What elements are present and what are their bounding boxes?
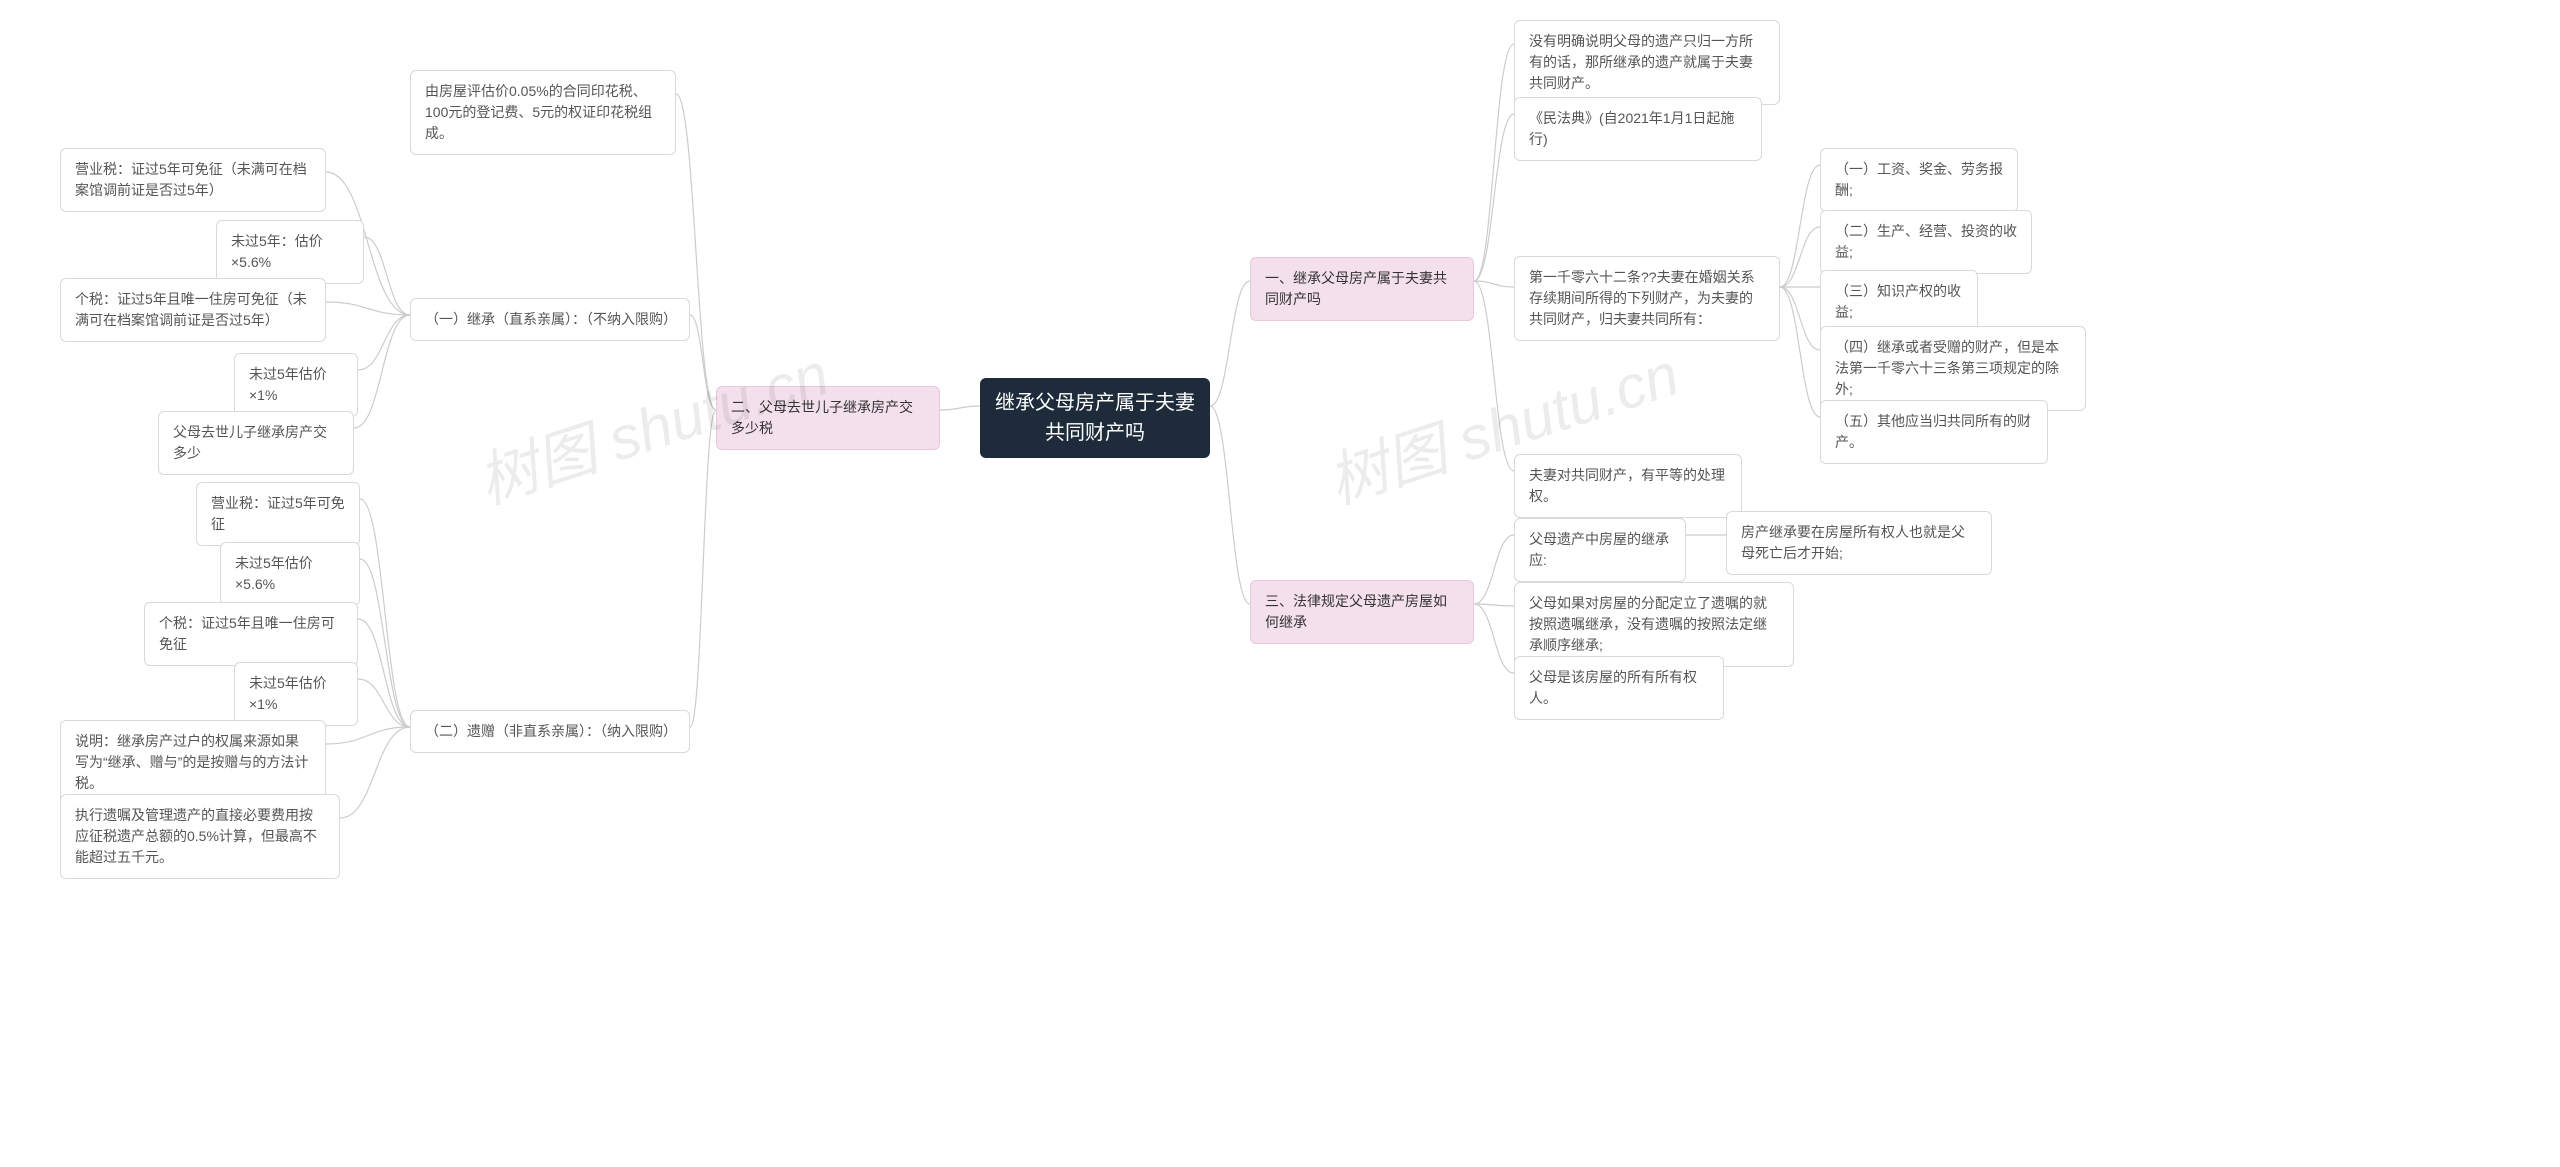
connector — [1474, 604, 1514, 673]
connector — [1474, 114, 1514, 281]
connector — [676, 94, 716, 410]
connector — [1474, 281, 1514, 287]
mindmap-node-root: 继承父母房产属于夫妻共同财产吗 — [980, 378, 1210, 458]
node-label: （一）工资、奖金、劳务报酬; — [1835, 159, 2003, 201]
node-label: 父母如果对房屋的分配定立了遗嘱的就按照遗嘱继承，没有遗嘱的按照法定继承顺序继承; — [1529, 593, 1779, 656]
mindmap-node-r3a1: 房产继承要在房屋所有权人也就是父母死亡后才开始; — [1726, 511, 1992, 575]
connector — [364, 237, 410, 315]
mindmap-node-l2c1: 营业税：证过5年可免征 — [196, 482, 360, 546]
connector — [358, 315, 410, 370]
connector — [690, 315, 716, 410]
node-label: 第一千零六十二条??夫妻在婚姻关系存续期间所得的下列财产，为夫妻的共同财产，归夫… — [1529, 267, 1765, 330]
node-label: （四）继承或者受赠的财产，但是本法第一千零六十三条第三项规定的除外; — [1835, 337, 2071, 400]
mindmap-node-r1: 一、继承父母房产属于夫妻共同财产吗 — [1250, 257, 1474, 321]
connector — [340, 727, 410, 818]
node-label: 营业税：证过5年可免征 — [211, 493, 345, 535]
node-label: （三）知识产权的收益; — [1835, 281, 1963, 323]
mindmap-node-r1d: 夫妻对共同财产，有平等的处理权。 — [1514, 454, 1742, 518]
node-label: 个税：证过5年且唯一住房可免征 — [159, 613, 343, 655]
mindmap-node-l2: 二、父母去世儿子继承房产交多少税 — [716, 386, 940, 450]
mindmap-node-l2a: 由房屋评估价0.05%的合同印花税、100元的登记费、5元的权证印花税组成。 — [410, 70, 676, 155]
mindmap-node-l2b4: 未过5年估价×1% — [234, 353, 358, 417]
connector — [326, 727, 410, 744]
node-label: 由房屋评估价0.05%的合同印花税、100元的登记费、5元的权证印花税组成。 — [425, 81, 661, 144]
mindmap-node-r1c2: （二）生产、经营、投资的收益; — [1820, 210, 2032, 274]
connector — [358, 679, 410, 727]
node-label: 说明：继承房产过户的权属来源如果写为“继承、赠与”的是按赠与的方法计税。 — [75, 731, 311, 794]
mindmap-node-r1c1: （一）工资、奖金、劳务报酬; — [1820, 148, 2018, 212]
node-label: 个税：证过5年且唯一住房可免征（未满可在档案馆调前证是否过5年） — [75, 289, 311, 331]
connector — [1474, 535, 1514, 604]
connector — [1780, 227, 1820, 287]
node-label: 继承父母房产属于夫妻共同财产吗 — [994, 388, 1196, 448]
mindmap-node-l2c4: 未过5年估价×1% — [234, 662, 358, 726]
node-label: 房产继承要在房屋所有权人也就是父母死亡后才开始; — [1741, 522, 1977, 564]
node-label: 二、父母去世儿子继承房产交多少税 — [731, 397, 925, 439]
node-label: 执行遗嘱及管理遗产的直接必要费用按应征税遗产总额的0.5%计算，但最高不能超过五… — [75, 805, 325, 868]
mindmap-node-l2c6: 执行遗嘱及管理遗产的直接必要费用按应征税遗产总额的0.5%计算，但最高不能超过五… — [60, 794, 340, 879]
node-label: （一）继承（直系亲属）：（不纳入限购） — [425, 309, 675, 330]
node-label: 父母遗产中房屋的继承应: — [1529, 529, 1671, 571]
node-label: （二）遗赠（非直系亲属）：（纳入限购） — [425, 721, 675, 742]
mindmap-node-l2b: （一）继承（直系亲属）：（不纳入限购） — [410, 298, 690, 341]
mindmap-node-r1c3: （三）知识产权的收益; — [1820, 270, 1978, 334]
mindmap-node-r1b: 《民法典》(自2021年1月1日起施行) — [1514, 97, 1762, 161]
connector — [1780, 287, 1820, 417]
node-label: 营业税：证过5年可免征（未满可在档案馆调前证是否过5年） — [75, 159, 311, 201]
mindmap-node-l2c2: 未过5年估价×5.6% — [220, 542, 360, 606]
mindmap-node-l2c3: 个税：证过5年且唯一住房可免征 — [144, 602, 358, 666]
connector — [1474, 44, 1514, 281]
connector — [360, 559, 410, 727]
connector — [1474, 281, 1514, 471]
mindmap-node-r3c: 父母是该房屋的所有所有权人。 — [1514, 656, 1724, 720]
mindmap-node-r3: 三、法律规定父母遗产房屋如何继承 — [1250, 580, 1474, 644]
connector — [1210, 281, 1250, 406]
mindmap-node-l2b5: 父母去世儿子继承房产交多少 — [158, 411, 354, 475]
mindmap-node-l2b1: 营业税：证过5年可免征（未满可在档案馆调前证是否过5年） — [60, 148, 326, 212]
connector — [1474, 604, 1514, 606]
connector — [1780, 287, 1820, 350]
node-label: 父母去世儿子继承房产交多少 — [173, 422, 339, 464]
connector — [326, 302, 410, 315]
node-label: 一、继承父母房产属于夫妻共同财产吗 — [1265, 268, 1459, 310]
mindmap-node-l2c5: 说明：继承房产过户的权属来源如果写为“继承、赠与”的是按赠与的方法计税。 — [60, 720, 326, 805]
connector — [1210, 406, 1250, 604]
connector — [360, 499, 410, 727]
mindmap-node-r3b: 父母如果对房屋的分配定立了遗嘱的就按照遗嘱继承，没有遗嘱的按照法定继承顺序继承; — [1514, 582, 1794, 667]
mindmap-node-l2b3: 个税：证过5年且唯一住房可免征（未满可在档案馆调前证是否过5年） — [60, 278, 326, 342]
mindmap-node-l2c: （二）遗赠（非直系亲属）：（纳入限购） — [410, 710, 690, 753]
mindmap-node-r1c: 第一千零六十二条??夫妻在婚姻关系存续期间所得的下列财产，为夫妻的共同财产，归夫… — [1514, 256, 1780, 341]
connector — [690, 410, 716, 727]
node-label: （五）其他应当归共同所有的财产。 — [1835, 411, 2033, 453]
node-label: 《民法典》(自2021年1月1日起施行) — [1529, 108, 1747, 150]
node-label: 夫妻对共同财产，有平等的处理权。 — [1529, 465, 1727, 507]
mindmap-node-r3a: 父母遗产中房屋的继承应: — [1514, 518, 1686, 582]
mindmap-node-r1c4: （四）继承或者受赠的财产，但是本法第一千零六十三条第三项规定的除外; — [1820, 326, 2086, 411]
connector — [940, 406, 980, 410]
node-label: （二）生产、经营、投资的收益; — [1835, 221, 2017, 263]
connector — [354, 315, 410, 428]
node-label: 父母是该房屋的所有所有权人。 — [1529, 667, 1709, 709]
mindmap-node-r1a: 没有明确说明父母的遗产只归一方所有的话，那所继承的遗产就属于夫妻共同财产。 — [1514, 20, 1780, 105]
mindmap-node-r1c5: （五）其他应当归共同所有的财产。 — [1820, 400, 2048, 464]
node-label: 未过5年估价×1% — [249, 673, 343, 715]
connector — [358, 619, 410, 727]
node-label: 未过5年估价×1% — [249, 364, 343, 406]
node-label: 三、法律规定父母遗产房屋如何继承 — [1265, 591, 1459, 633]
mindmap-node-l2b2: 未过5年：估价×5.6% — [216, 220, 364, 284]
node-label: 未过5年：估价×5.6% — [231, 231, 349, 273]
connector — [1780, 165, 1820, 287]
node-label: 没有明确说明父母的遗产只归一方所有的话，那所继承的遗产就属于夫妻共同财产。 — [1529, 31, 1765, 94]
node-label: 未过5年估价×5.6% — [235, 553, 345, 595]
